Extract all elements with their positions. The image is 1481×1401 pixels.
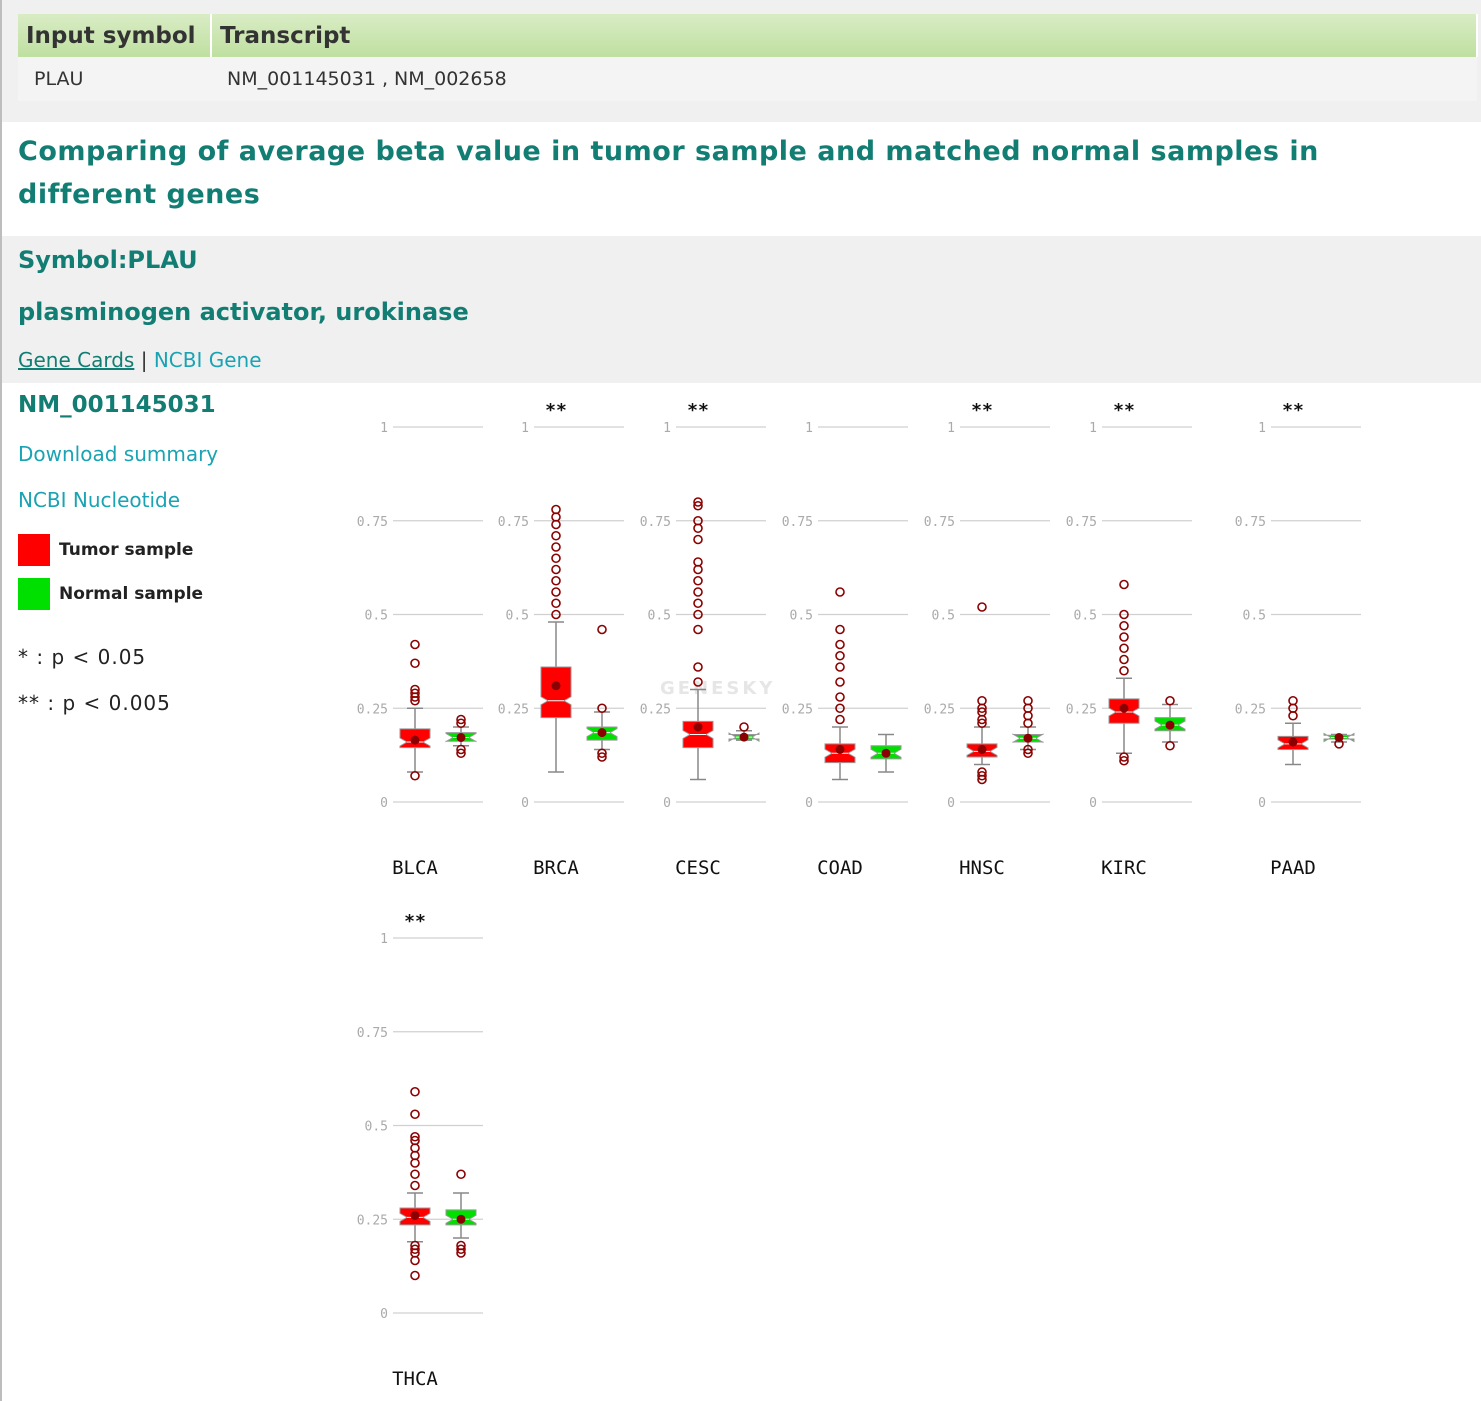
genecards-link[interactable]: Gene Cards <box>18 348 135 372</box>
gene-links: Gene Cards | NCBI Gene <box>18 348 262 372</box>
normal-legend-label: Normal sample <box>59 584 204 604</box>
significance-note-double: ** : p < 0.005 <box>18 691 171 715</box>
page-title: Comparing of average beta value in tumor… <box>18 136 1319 210</box>
table-header-input-symbol: Input symbol <box>18 14 212 57</box>
input-summary-table: Input symbol Transcript PLAU NM_00114503… <box>18 14 1478 101</box>
table-header-transcript: Transcript <box>211 14 1478 57</box>
ncbi-nucleotide-link[interactable]: NCBI Nucleotide <box>18 488 181 512</box>
link-separator: | <box>140 348 148 372</box>
ncbi-gene-link[interactable]: NCBI Gene <box>153 348 262 372</box>
table-cell-symbol: PLAU <box>18 57 211 101</box>
normal-legend-swatch <box>18 578 50 610</box>
table-cell-transcripts: NM_001145031 , NM_002658 <box>211 57 1477 101</box>
tumor-legend-swatch <box>18 534 50 566</box>
watermark-logo: GENESKY <box>660 678 776 699</box>
significance-note-single: * : p < 0.05 <box>18 645 147 669</box>
gene-symbol-heading: Symbol:PLAU <box>18 246 198 274</box>
download-summary-link[interactable]: Download summary <box>18 442 219 466</box>
transcript-heading: NM_001145031 <box>18 392 216 418</box>
gene-info-band <box>2 236 1481 383</box>
gene-description: plasminogen activator, urokinase <box>18 298 469 326</box>
tumor-legend-label: Tumor sample <box>59 540 194 560</box>
